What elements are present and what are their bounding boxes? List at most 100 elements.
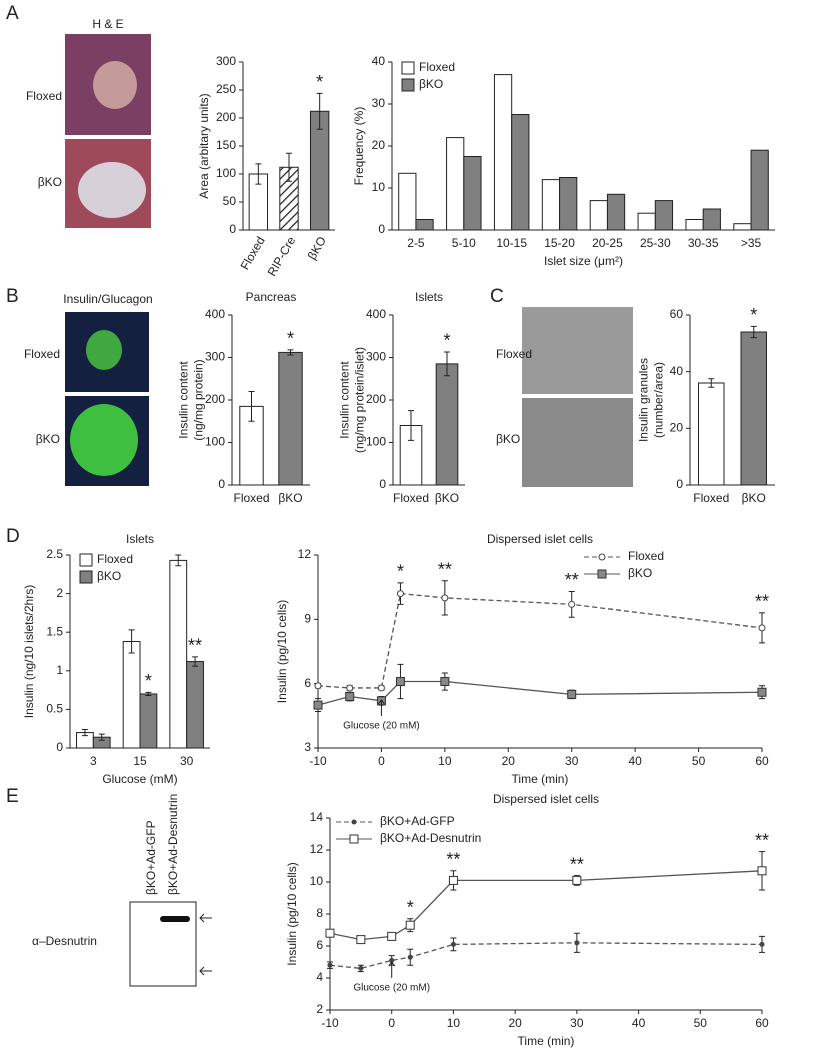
micrograph-islet — [70, 404, 138, 476]
image-title: Insulin/Glucagon — [63, 292, 152, 306]
y-axis-label: Insulin content — [338, 361, 352, 439]
x-tick-label: 20 — [508, 1016, 522, 1030]
bar — [446, 137, 465, 231]
image-row-label: Floxed — [496, 347, 532, 361]
error-bar — [316, 92, 323, 130]
significance: ** — [565, 570, 579, 590]
significance: * — [316, 72, 323, 92]
x-tick-label: 15 — [133, 754, 147, 768]
marker — [568, 600, 576, 608]
marker — [757, 866, 767, 876]
y-tick-label: 100 — [216, 166, 236, 180]
significance: * — [443, 331, 450, 351]
micrograph-islet — [78, 162, 146, 218]
significance: ** — [188, 636, 202, 656]
y-tick-label: 150 — [216, 138, 236, 152]
x-tick-label: βKO — [305, 234, 329, 262]
y-tick-label: 40 — [670, 364, 684, 378]
significance: ** — [755, 830, 769, 850]
y-tick-label: 1 — [56, 663, 63, 677]
legend-swatch — [79, 553, 93, 567]
y-tick-label: 14 — [310, 810, 324, 824]
image-title: H & E — [92, 17, 123, 31]
x-tick-label: 50 — [694, 1016, 708, 1030]
y-axis-label: Frequency (%) — [352, 107, 366, 186]
note: Glucose (20 mM) — [353, 983, 430, 994]
panel-letter: A — [6, 3, 19, 24]
x-tick-label: 2-5 — [407, 236, 425, 250]
legend-label: βKO — [628, 566, 652, 580]
legend-label: βKO+Ad-Desnutrin — [380, 831, 481, 845]
marker — [389, 957, 395, 963]
y-tick-label: 100 — [205, 435, 225, 449]
bar — [398, 172, 417, 231]
marker — [358, 965, 364, 971]
marker — [396, 590, 404, 598]
x-axis-label: Islet size (μm²) — [544, 254, 623, 268]
x-tick-label: -10 — [309, 754, 327, 768]
x-tick-label: βKO — [278, 491, 302, 505]
x-tick-label: 25-30 — [640, 236, 671, 250]
y-tick-label: 3 — [304, 740, 311, 754]
error-bar — [255, 163, 262, 185]
y-tick-label: 1.5 — [46, 624, 63, 638]
x-tick-label: >35 — [741, 236, 762, 250]
y-axis-label: Insulin (ng/10 islets/2hrs) — [22, 585, 36, 718]
micrograph — [522, 307, 633, 394]
x-tick-label: 20 — [502, 754, 516, 768]
x-tick-label: 40 — [628, 754, 642, 768]
marker — [313, 700, 323, 710]
blot-arrow — [199, 913, 212, 976]
marker — [441, 594, 449, 602]
y-tick-label: 300 — [205, 350, 225, 364]
error-bar — [287, 349, 294, 356]
bar — [493, 74, 513, 231]
panel-letter: C — [490, 286, 504, 307]
panel-letter: E — [6, 786, 19, 807]
image-row-label: βKO — [38, 175, 62, 189]
y-tick-label: 2 — [56, 586, 63, 600]
bar — [589, 200, 608, 231]
micrograph — [522, 398, 633, 487]
bar — [733, 223, 752, 231]
error-bar — [286, 152, 292, 182]
significance: * — [397, 562, 404, 582]
bar — [122, 640, 141, 749]
error-bar — [444, 351, 450, 377]
marker — [325, 928, 335, 938]
significance: * — [407, 898, 414, 918]
y-tick-label: 0.5 — [46, 702, 63, 716]
y-tick-label: 0 — [56, 740, 63, 754]
error-bar — [408, 410, 414, 441]
legend-label: βKO+Ad-GFP — [380, 814, 455, 828]
y-tick-label: 200 — [366, 392, 386, 406]
y-tick-label: 0 — [378, 222, 385, 236]
y-tick-label: 6 — [304, 676, 311, 690]
x-axis-label: Time (min) — [518, 1034, 575, 1048]
bar — [139, 693, 158, 749]
y-axis-label: Insulin (pg/10 cells) — [285, 862, 299, 965]
y-axis-label: Insulin content — [177, 361, 191, 439]
marker — [395, 677, 405, 687]
significance: ** — [438, 559, 452, 579]
note-arrow — [388, 961, 396, 978]
image-row-label: Floxed — [26, 89, 62, 103]
x-tick-label: RIP-Cre — [265, 234, 299, 279]
x-tick-label: 50 — [692, 754, 706, 768]
x-tick-label: -10 — [321, 1016, 339, 1030]
micrograph-islet — [86, 330, 122, 370]
marker — [598, 553, 606, 561]
marker — [351, 819, 357, 825]
bar — [186, 661, 204, 749]
y-tick-label: 200 — [216, 110, 236, 124]
y-tick-label: 2 — [316, 1002, 323, 1016]
y-axis-label: Insulin (pg/10 cells) — [275, 600, 289, 703]
bar — [541, 179, 561, 231]
x-tick-label: 30 — [180, 754, 194, 768]
y-tick-label: 60 — [670, 307, 684, 321]
x-tick-label: βKO — [435, 491, 459, 505]
marker — [440, 677, 450, 687]
blot-lane-label: βKO+Ad-GFP — [144, 820, 158, 895]
x-tick-label: 10 — [447, 1016, 461, 1030]
blot — [129, 901, 197, 987]
